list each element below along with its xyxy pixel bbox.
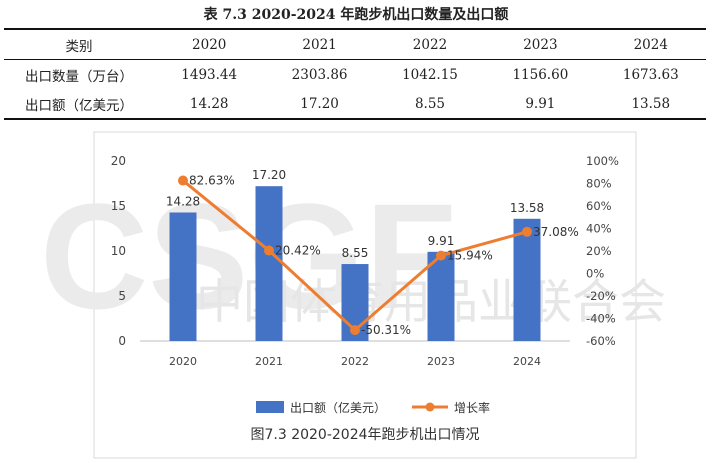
growth-rate-label: 15.94% <box>447 249 493 263</box>
table-cell: 17.20 <box>264 89 375 120</box>
x-tick-label: 2021 <box>255 355 283 368</box>
y-right-tick-label: 100% <box>586 154 619 168</box>
y-right-tick-label: 0% <box>586 267 604 281</box>
bar-value-label: 9.91 <box>428 234 455 248</box>
table-cell: 出口额（亿美元） <box>4 89 154 120</box>
x-tick-label: 2024 <box>513 355 541 368</box>
y-right-tick-label: 60% <box>586 199 612 213</box>
table-cell: 9.91 <box>485 89 596 120</box>
y-left-tick-label: 0 <box>118 334 126 348</box>
y-left-tick-label: 20 <box>111 154 126 168</box>
table-row: 出口数量（万台） 1493.44 2303.86 1042.15 1156.60… <box>4 60 706 90</box>
bar-value-label: 14.28 <box>166 194 200 208</box>
table-header-cell: 2023 <box>485 28 596 60</box>
table-header-cell: 2022 <box>374 28 486 60</box>
x-tick-label: 2023 <box>427 355 455 368</box>
growth-rate-point <box>178 175 188 186</box>
export-chart: CSGF 中国体育用品业联合会 05101520-60%-40%-20%0%20… <box>40 131 666 459</box>
growth-rate-point <box>436 250 446 261</box>
table-header-cell: 2021 <box>264 28 375 60</box>
legend-bar-label: 出口额（亿美元） <box>290 400 386 415</box>
export-data-table: 类别 2020 2021 2022 2023 2024 出口数量（万台） 149… <box>4 28 706 120</box>
table-title: 表 7.3 2020-2024 年跑步机出口数量及出口额 <box>203 7 509 23</box>
table-cell: 出口数量（万台） <box>25 68 133 85</box>
table-header-row: 类别 2020 2021 2022 2023 2024 <box>4 28 706 60</box>
y-left-tick-label: 5 <box>118 289 126 303</box>
table-cell: 14.28 <box>154 89 265 120</box>
table-cell: 8.55 <box>374 89 486 120</box>
y-left-tick-label: 15 <box>111 199 126 213</box>
bar <box>513 218 541 341</box>
bar <box>255 186 283 341</box>
table-cell: 1673.63 <box>622 66 679 83</box>
y-right-tick-label: -60% <box>586 334 616 348</box>
growth-rate-label: 37.08% <box>533 225 579 239</box>
bar <box>169 212 197 341</box>
x-tick-label: 2020 <box>169 355 197 368</box>
growth-rate-label: 82.63% <box>189 174 235 188</box>
growth-rate-point <box>264 245 274 256</box>
legend-bar-swatch <box>256 401 284 413</box>
y-right-tick-label: 20% <box>586 244 612 258</box>
growth-rate-point <box>350 325 360 336</box>
y-right-tick-label: 80% <box>586 177 612 191</box>
x-tick-label: 2022 <box>341 355 369 368</box>
table-row: 出口额（亿美元） 14.28 17.20 8.55 9.91 13.58 <box>4 89 706 120</box>
growth-rate-label: -50.31% <box>361 323 411 337</box>
table-header-cell: 2020 <box>154 28 265 60</box>
table-cell: 1156.60 <box>512 66 569 83</box>
bar <box>427 251 455 341</box>
table-cell: 13.58 <box>595 89 706 120</box>
bar-value-label: 13.58 <box>510 201 544 215</box>
plot-area: 0 5 10 15 20 -60% -40% -20% 0% 20% 40% 60% 80% 100% 20… <box>111 154 619 368</box>
table-header-cell: 2024 <box>595 28 706 60</box>
legend-line-label: 增长率 <box>454 400 490 415</box>
watermark-logo: CSGF <box>40 172 457 340</box>
y-right-tick-label: -20% <box>586 289 616 303</box>
growth-rate-label: 20.42% <box>275 244 321 258</box>
legend-line-marker <box>425 402 435 412</box>
bar-value-label: 17.20 <box>252 168 286 182</box>
growth-rate-point <box>522 226 532 237</box>
y-right-tick-label: -40% <box>586 312 616 326</box>
legend: 出口额（亿美元） 增长率 <box>256 400 490 415</box>
table-cell: 1493.44 <box>181 66 238 83</box>
table-cell: 1042.15 <box>402 66 458 83</box>
table-cell: 2303.86 <box>291 66 348 83</box>
y-right-tick-label: 40% <box>586 222 612 236</box>
bar-value-label: 8.55 <box>342 246 369 260</box>
chart-caption: 图7.3 2020-2024年跑步机出口情况 <box>250 427 479 443</box>
y-left-tick-label: 10 <box>111 244 126 258</box>
table-header-cell: 类别 <box>4 28 154 60</box>
